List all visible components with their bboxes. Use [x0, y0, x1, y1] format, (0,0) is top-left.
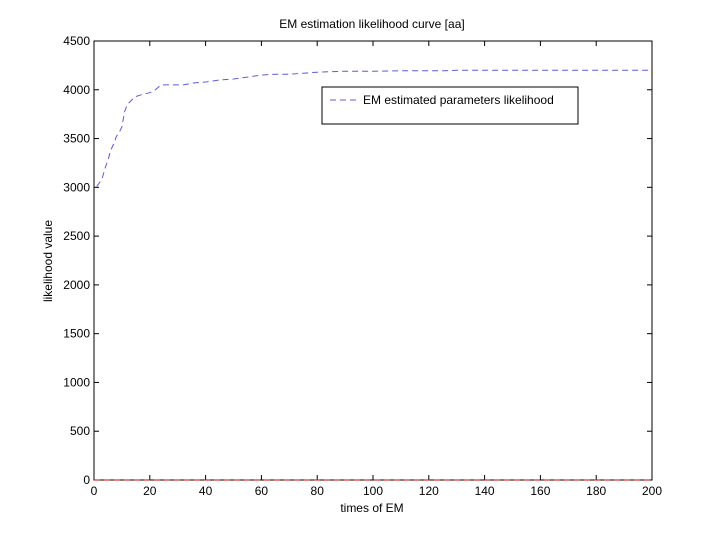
x-tick-label: 40 [199, 484, 213, 498]
x-tick-label: 0 [91, 484, 98, 498]
x-tick-label: 60 [255, 484, 269, 498]
y-tick-label: 2500 [63, 229, 90, 243]
y-tick-label: 1500 [63, 327, 90, 341]
legend-label: EM estimated parameters likelihood [363, 93, 554, 107]
x-tick-label: 200 [642, 484, 662, 498]
y-tick-label: 3500 [63, 132, 90, 146]
y-tick-label: 4000 [63, 83, 90, 97]
x-tick-label: 120 [419, 484, 439, 498]
series-layer [94, 69, 652, 481]
x-tick-label: 180 [586, 484, 606, 498]
x-tick-label: 140 [475, 484, 495, 498]
x-axis-label: times of EM [340, 501, 403, 515]
y-tick-label: 3000 [63, 180, 90, 194]
y-tick-label: 1000 [63, 375, 90, 389]
x-tick-label: 160 [530, 484, 550, 498]
legend: EM estimated parameters likelihood [321, 86, 579, 125]
y-axis-label: likelihood value [41, 220, 55, 302]
y-tick-label: 2000 [63, 278, 90, 292]
chart-title: EM estimation likelihood curve [aa] [279, 17, 464, 31]
y-tick-label: 4500 [63, 34, 90, 48]
y-tick-label: 0 [83, 473, 90, 487]
legend-box [321, 86, 579, 125]
x-tick-label: 80 [311, 484, 325, 498]
x-tick-label: 20 [143, 484, 157, 498]
x-axis: 0 20 40 60 80 100 120 140 160 180 200 [91, 41, 662, 498]
y-tick-label: 500 [70, 424, 90, 438]
y-axis: 0 500 1000 1500 2000 2500 3000 3500 4000 4500 [63, 34, 652, 487]
x-tick-label: 100 [363, 484, 383, 498]
series-line-likelihood [96, 69, 652, 187]
